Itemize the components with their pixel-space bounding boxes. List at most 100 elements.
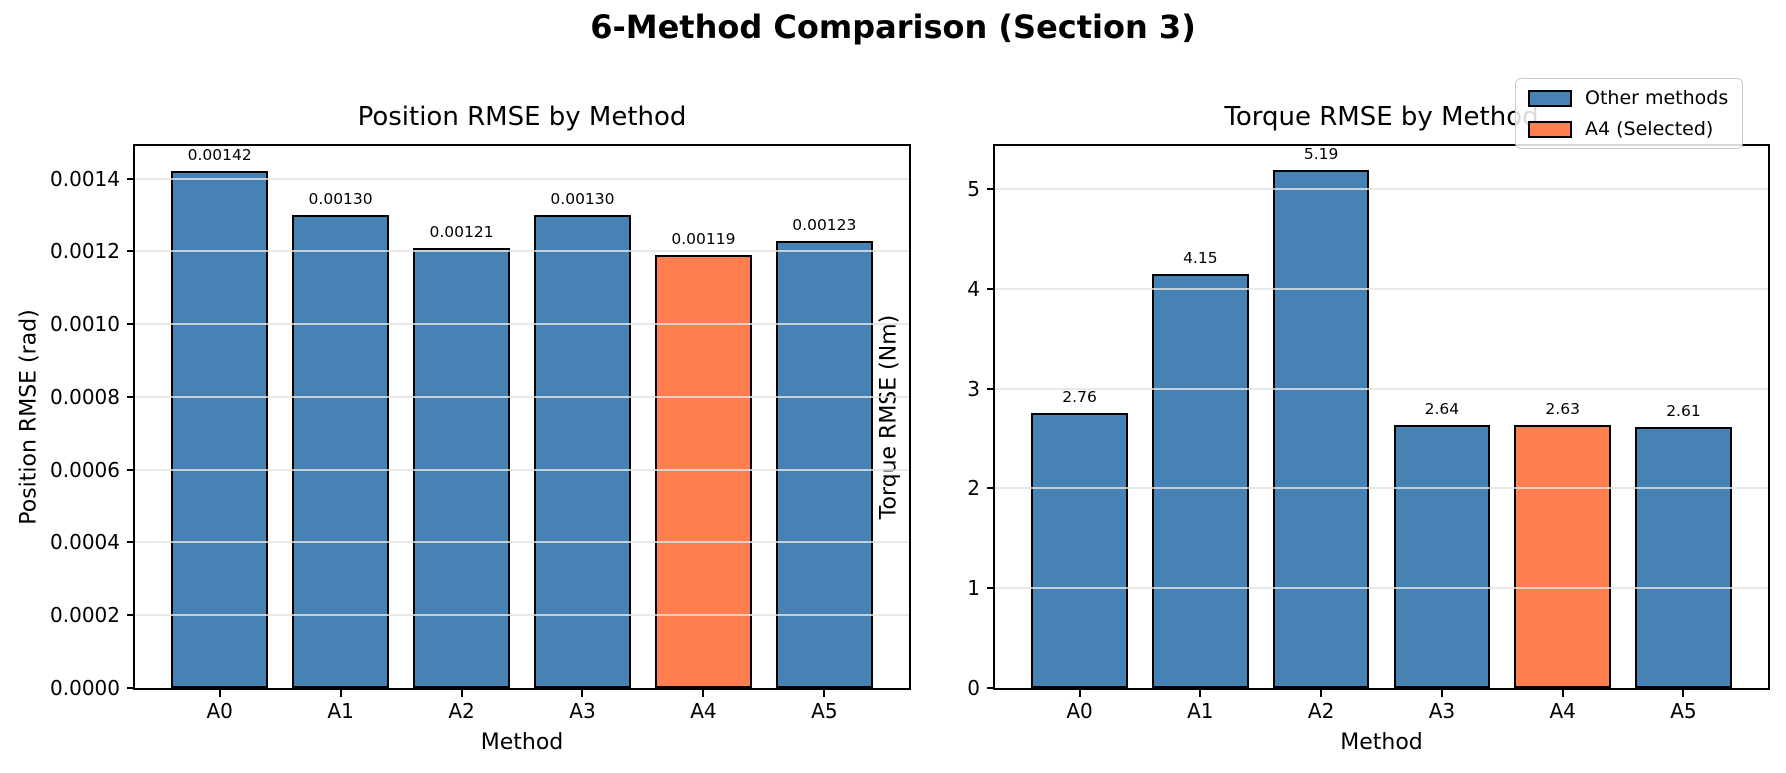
- plot-title: Position RMSE by Method: [357, 102, 687, 132]
- bar-value-label-A1: 4.15: [1183, 248, 1218, 267]
- bar-value-label-A5: 0.00123: [792, 215, 857, 234]
- y-tick-mark: [987, 687, 995, 689]
- bar-A4: [655, 255, 752, 688]
- y-tick-label: 4: [967, 276, 980, 301]
- x-tick-mark: [1199, 688, 1202, 697]
- x-tick-mark: [702, 688, 705, 697]
- bar-A3: [534, 215, 631, 688]
- gridline: [135, 323, 909, 326]
- y-tick-label: 3: [967, 376, 980, 401]
- y-tick-label: 1: [967, 576, 980, 601]
- y-axis-label: Position RMSE (rad): [16, 309, 42, 525]
- gridline: [135, 614, 909, 617]
- torque-rmse-plot: Torque RMSE by Method Torque RMSE (Nm) Met…: [877, 102, 1770, 755]
- y-tick-label: 5: [967, 176, 980, 201]
- x-tick-mark: [1320, 688, 1323, 697]
- x-tick-label-A1: A1: [327, 699, 354, 723]
- x-tick-mark: [1561, 688, 1564, 697]
- legend-item-other-methods: Other methods: [1528, 87, 1728, 109]
- bar-value-label-A0: 0.00142: [187, 146, 252, 165]
- x-tick-label-A0: A0: [1066, 699, 1093, 723]
- position-rmse-plot: Position RMSE by Method Position RMSE (ra…: [17, 102, 911, 755]
- y-tick-mark: [127, 323, 135, 326]
- bar-value-label-A3: 0.00130: [550, 190, 615, 209]
- gridline: [135, 177, 909, 180]
- x-tick-mark: [581, 688, 584, 697]
- x-tick-mark: [823, 688, 826, 697]
- gridline: [995, 587, 1768, 590]
- y-tick-label: 0.0014: [50, 166, 120, 191]
- bar-value-label-A5: 2.61: [1666, 402, 1701, 421]
- x-tick-label-A5: A5: [1670, 699, 1697, 723]
- bar-A3: [1393, 424, 1491, 688]
- bar-value-label-A2: 0.00121: [429, 222, 494, 241]
- x-tick-label-A4: A4: [690, 699, 717, 723]
- bar-value-label-A2: 5.19: [1303, 144, 1339, 163]
- bar-A2: [1272, 169, 1370, 688]
- x-tick-label-A2: A2: [1307, 699, 1335, 723]
- x-tick-label-A0: A0: [206, 699, 233, 723]
- y-tick-mark: [987, 387, 995, 390]
- y-tick-label: 0.0000: [50, 676, 120, 700]
- y-tick-label: 0.0010: [50, 312, 120, 337]
- y-tick-mark: [127, 541, 135, 544]
- bar-A0: [171, 171, 269, 688]
- x-tick-mark: [1440, 688, 1443, 697]
- axes-box: 0.0000 0.0002 0.0004 0.0006 0.0008 0.0010 0.00…: [50, 144, 911, 723]
- bar-value-label-A0: 2.76: [1062, 387, 1097, 406]
- y-tick-mark: [127, 177, 135, 180]
- figure-title: 6-Method Comparison (Section 3): [590, 8, 1196, 46]
- bar-A1: [292, 215, 389, 688]
- bar-value-label-A3: 2.64: [1424, 399, 1460, 418]
- x-tick-label-A1: A1: [1187, 699, 1214, 723]
- y-tick-mark: [987, 187, 995, 190]
- gridline: [135, 468, 909, 471]
- x-axis-label: Method: [1340, 730, 1423, 755]
- plot-title: Torque RMSE by Method: [1224, 102, 1539, 132]
- gridline: [995, 187, 1768, 190]
- y-tick-label: 0.0002: [50, 603, 120, 628]
- y-axis-label: Torque RMSE (Nm): [876, 314, 902, 520]
- y-tick-mark: [987, 587, 995, 590]
- bar-value-label-A1: 0.00130: [308, 190, 373, 209]
- y-tick-mark: [127, 614, 135, 617]
- y-tick-label: 0: [967, 676, 980, 700]
- y-tick-mark: [127, 395, 135, 398]
- x-tick-mark: [1682, 688, 1685, 697]
- gridline: [135, 395, 909, 398]
- x-tick-label-A3: A3: [1428, 699, 1456, 723]
- legend-swatch-other-methods: [1528, 89, 1572, 107]
- x-tick-label-A5: A5: [811, 699, 838, 723]
- bar-value-label-A4: 2.63: [1545, 400, 1580, 419]
- y-tick-label: 0.0012: [50, 239, 120, 264]
- y-tick-mark: [127, 687, 135, 689]
- y-tick-mark: [127, 468, 135, 471]
- legend-item-a4-selected: A4 (Selected): [1528, 118, 1728, 140]
- bar-A0: [1031, 412, 1128, 688]
- legend: Other methods A4 (Selected): [1515, 78, 1744, 149]
- x-tick-label-A4: A4: [1549, 699, 1576, 723]
- bar-A4: [1514, 425, 1611, 688]
- y-tick-mark: [127, 250, 135, 253]
- y-tick-mark: [987, 487, 995, 490]
- legend-label-other-methods: Other methods: [1585, 87, 1729, 109]
- gridline: [135, 541, 909, 544]
- gridline: [995, 487, 1768, 490]
- x-axis-label: Method: [480, 730, 564, 755]
- x-tick-label-A2: A2: [448, 699, 475, 723]
- axes-box: 0 1 2 3 4 5 2.76 A0 4.15 A1 5.19 A2 2.64 A3 2.63 A4 2.61…: [967, 144, 1770, 723]
- bar-A5: [775, 240, 873, 688]
- bar-value-label-A4: 0.00119: [671, 230, 736, 249]
- legend-swatch-a4-selected: [1528, 120, 1572, 138]
- x-tick-mark: [339, 688, 342, 697]
- gridline: [995, 387, 1768, 390]
- bar-A5: [1635, 427, 1732, 688]
- y-tick-label: 0.0004: [50, 530, 120, 555]
- legend-label-a4-selected: A4 (Selected): [1585, 118, 1714, 140]
- y-tick-mark: [987, 287, 995, 290]
- y-tick-label: 2: [967, 476, 980, 501]
- bar-A1: [1152, 273, 1249, 688]
- gridline: [135, 250, 909, 253]
- x-tick-mark: [1078, 688, 1081, 697]
